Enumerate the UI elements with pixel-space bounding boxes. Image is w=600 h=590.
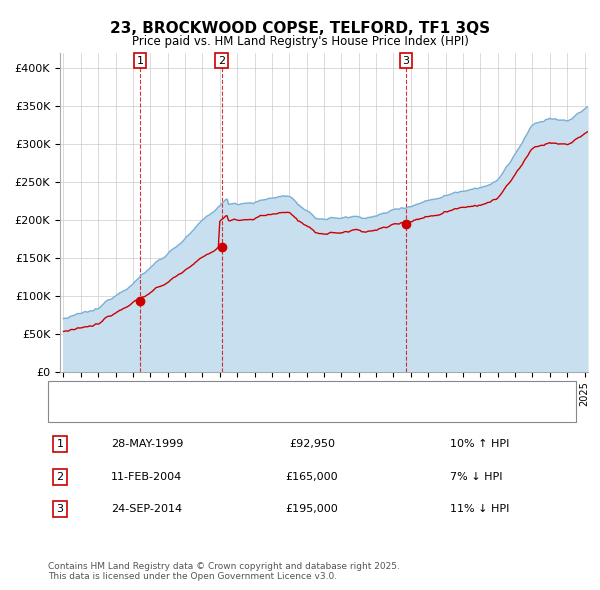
Text: 23, BROCKWOOD COPSE, TELFORD, TF1 3QS: 23, BROCKWOOD COPSE, TELFORD, TF1 3QS: [110, 21, 490, 35]
Text: Price paid vs. HM Land Registry's House Price Index (HPI): Price paid vs. HM Land Registry's House …: [131, 35, 469, 48]
Text: Contains HM Land Registry data © Crown copyright and database right 2025.
This d: Contains HM Land Registry data © Crown c…: [48, 562, 400, 581]
Text: HPI: Average price, detached house, Telford and Wrekin: HPI: Average price, detached house, Telf…: [90, 407, 380, 417]
Text: 23, BROCKWOOD COPSE, TELFORD, TF1 3QS (detached house): 23, BROCKWOOD COPSE, TELFORD, TF1 3QS (d…: [90, 387, 419, 397]
Text: 2: 2: [56, 472, 64, 481]
Text: 24-SEP-2014: 24-SEP-2014: [111, 504, 182, 514]
Text: £165,000: £165,000: [286, 472, 338, 481]
Text: 3: 3: [56, 504, 64, 514]
Text: 2: 2: [218, 55, 225, 65]
Text: 1: 1: [137, 55, 143, 65]
Text: 28-MAY-1999: 28-MAY-1999: [111, 440, 184, 449]
Text: 3: 3: [403, 55, 410, 65]
Text: 11-FEB-2004: 11-FEB-2004: [111, 472, 182, 481]
Text: £195,000: £195,000: [286, 504, 338, 514]
Text: £92,950: £92,950: [289, 440, 335, 449]
Text: 11% ↓ HPI: 11% ↓ HPI: [450, 504, 509, 514]
Text: 10% ↑ HPI: 10% ↑ HPI: [450, 440, 509, 449]
Text: 1: 1: [56, 440, 64, 449]
Text: 7% ↓ HPI: 7% ↓ HPI: [450, 472, 503, 481]
